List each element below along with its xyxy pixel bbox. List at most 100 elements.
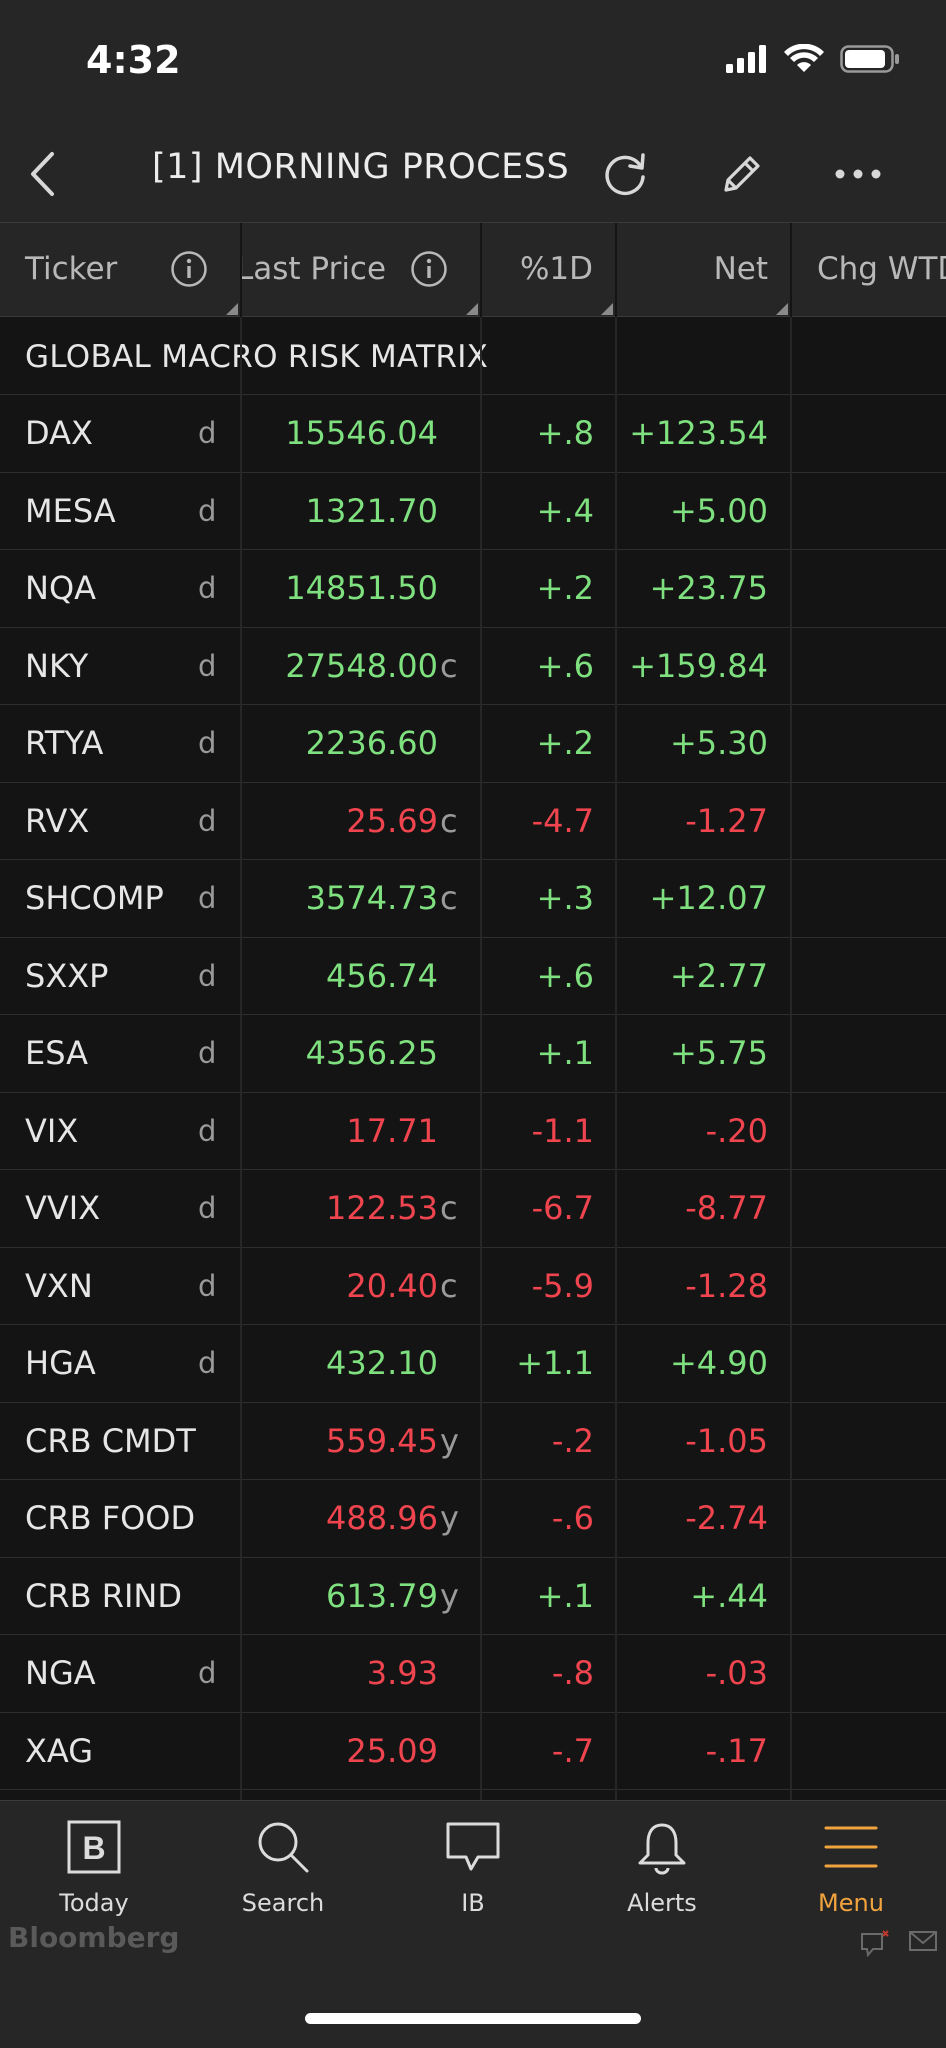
source-cell: d xyxy=(198,648,217,683)
refresh-icon xyxy=(605,153,645,196)
last-price-cell: 122.53 xyxy=(326,1189,438,1227)
table-row[interactable]: VIX d 17.71 -1.1 -.20 xyxy=(0,1093,946,1170)
table-row[interactable]: SXXP d 456.74 +.6 +2.77 xyxy=(0,938,946,1015)
tab-alerts[interactable]: Alerts xyxy=(582,1815,742,1925)
price-suffix: c xyxy=(440,646,458,685)
menu-icon xyxy=(824,1826,878,1868)
table-row[interactable]: HGA d 432.10 +1.1 +4.90 xyxy=(0,1325,946,1403)
source-cell: d xyxy=(198,493,217,528)
wifi-icon xyxy=(784,44,824,72)
pct-1d-cell: +.8 xyxy=(536,414,594,452)
column-resize-handle[interactable] xyxy=(226,303,238,315)
last-price-cell: 27548.00 xyxy=(285,646,438,685)
table-row[interactable]: SHCOMP d 3574.73 c +.3 +12.07 xyxy=(0,860,946,938)
net-change-cell: -8.77 xyxy=(685,1189,768,1227)
source-cell xyxy=(198,1403,216,1480)
ticker-cell: SHCOMP xyxy=(25,879,164,917)
back-button[interactable] xyxy=(14,143,70,205)
table-row[interactable]: CRB CMDT 559.45 y -.2 -1.05 xyxy=(0,1403,946,1480)
ticker-cell: ESA xyxy=(25,1034,89,1072)
pct-1d-cell: +1.1 xyxy=(516,1344,594,1382)
price-suffix: c xyxy=(440,879,458,917)
source-cell xyxy=(198,1480,216,1557)
column-header-net[interactable]: Net xyxy=(617,223,792,317)
column-resize-handle[interactable] xyxy=(776,303,788,315)
edit-button[interactable] xyxy=(712,143,772,205)
ticker-cell: CRB RIND xyxy=(25,1576,182,1615)
column-divider xyxy=(790,317,792,1800)
ticker-cell: NGA xyxy=(25,1654,96,1692)
column-resize-handle[interactable] xyxy=(466,303,478,315)
table-row[interactable]: CRB RIND 613.79 y +.1 +.44 xyxy=(0,1558,946,1635)
tab-ib[interactable]: IB xyxy=(393,1815,553,1925)
table-row[interactable]: NQA d 14851.50 +.2 +23.75 xyxy=(0,550,946,628)
price-suffix: y xyxy=(440,1499,459,1537)
last-price-cell: 20.40 xyxy=(346,1266,438,1305)
table-row[interactable]: RVX d 25.69 c -4.7 -1.27 xyxy=(0,783,946,860)
source-cell: d xyxy=(198,571,217,605)
pct-1d-cell: +.4 xyxy=(536,491,594,530)
last-price-cell: 25.69 xyxy=(346,801,438,840)
source-cell: d xyxy=(198,416,217,450)
table-row[interactable]: NKY d 27548.00 c +.6 +159.84 xyxy=(0,628,946,705)
source-cell: d xyxy=(198,1268,217,1303)
column-header-pct-1d[interactable]: %1D xyxy=(482,223,617,317)
price-suffix: y xyxy=(440,1421,459,1460)
last-price-cell: 3.93 xyxy=(366,1654,438,1692)
ticker-cell: CRB CMDT xyxy=(25,1421,196,1460)
tab-search[interactable]: Search xyxy=(203,1815,363,1925)
source-cell xyxy=(198,1713,216,1790)
pct-1d-cell: -.6 xyxy=(551,1499,594,1537)
column-header-last-price[interactable]: Last Price xyxy=(242,223,482,317)
source-cell: d xyxy=(198,881,217,915)
last-price-cell: 613.79 xyxy=(326,1576,438,1615)
bloomberg-logo: Bloomberg xyxy=(8,1921,180,1954)
net-change-cell: -.20 xyxy=(705,1111,768,1150)
price-suffix: c xyxy=(440,1189,458,1227)
mail-icon[interactable] xyxy=(908,1929,938,1953)
home-indicator[interactable] xyxy=(305,2013,641,2024)
monitor-table: Ticker Last Price %1D Net xyxy=(0,223,946,1800)
tab-menu[interactable]: Menu xyxy=(771,1815,931,1925)
info-icon[interactable] xyxy=(170,250,208,288)
tab-today[interactable]: B Today xyxy=(14,1815,174,1925)
table-row[interactable]: ESA d 4356.25 +.1 +5.75 xyxy=(0,1015,946,1093)
table-row[interactable]: VXN d 20.40 c -5.9 -1.28 xyxy=(0,1248,946,1325)
pct-1d-cell: -.7 xyxy=(551,1731,594,1770)
last-price-cell: 14851.50 xyxy=(285,569,438,607)
chevron-left-icon xyxy=(31,152,54,196)
ellipsis-icon xyxy=(835,169,881,179)
table-row[interactable]: XAG 25.09 -.7 -.17 xyxy=(0,1713,946,1790)
bell-icon xyxy=(638,1823,686,1875)
info-icon[interactable] xyxy=(410,250,448,288)
net-change-cell: +.44 xyxy=(690,1576,768,1615)
pencil-icon xyxy=(724,156,760,192)
table-row[interactable]: RTYA d 2236.60 +.2 +5.30 xyxy=(0,705,946,783)
column-header-ticker[interactable]: Ticker xyxy=(0,223,242,317)
more-options-button[interactable] xyxy=(828,143,888,205)
price-suffix: y xyxy=(440,1576,459,1615)
table-row[interactable]: NGA d 3.93 -.8 -.03 xyxy=(0,1635,946,1713)
column-resize-handle[interactable] xyxy=(601,303,613,315)
source-cell: d xyxy=(198,1113,217,1148)
table-row[interactable]: DAX d 15546.04 +.8 +123.54 xyxy=(0,395,946,473)
ticker-cell: DAX xyxy=(25,414,93,452)
status-bar: 4:32 xyxy=(0,0,946,125)
last-price-cell: 2236.60 xyxy=(305,724,438,762)
ticker-cell: CRB FOOD xyxy=(25,1499,196,1537)
pct-1d-cell: -6.7 xyxy=(531,1189,594,1227)
net-change-cell: +2.77 xyxy=(669,956,768,995)
price-suffix: c xyxy=(440,1266,458,1305)
net-change-cell: -1.05 xyxy=(685,1421,768,1460)
last-price-cell: 559.45 xyxy=(326,1421,438,1460)
table-row[interactable]: VVIX d 122.53 c -6.7 -8.77 xyxy=(0,1170,946,1248)
table-row[interactable]: CRB FOOD 488.96 y -.6 -2.74 xyxy=(0,1480,946,1558)
refresh-button[interactable] xyxy=(595,143,655,205)
bloomberg-b-icon: B xyxy=(67,1820,121,1874)
chat-notification-icon[interactable] xyxy=(860,1929,890,1957)
pct-1d-cell: -5.9 xyxy=(531,1266,594,1305)
column-header-chg-wtd[interactable]: Chg WTD xyxy=(817,251,946,287)
footer-icons xyxy=(860,1929,938,1957)
table-row[interactable]: MESA d 1321.70 +.4 +5.00 xyxy=(0,473,946,550)
status-time: 4:32 xyxy=(86,38,181,82)
